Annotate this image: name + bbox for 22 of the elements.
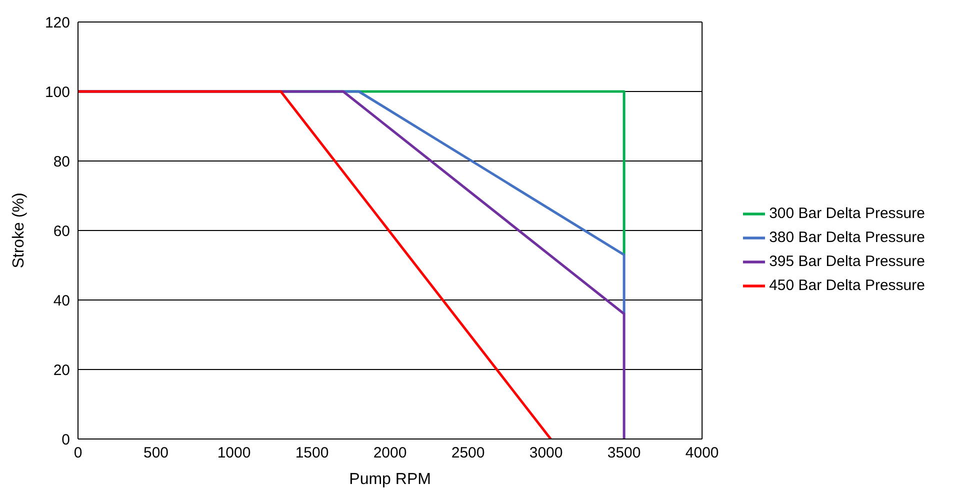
legend-label: 395 Bar Delta Pressure — [769, 252, 925, 270]
x-tick-label: 4000 — [685, 444, 719, 462]
y-tick-label: 120 — [44, 14, 70, 32]
y-axis-title: Stroke (%) — [10, 192, 28, 268]
y-tick-label: 100 — [44, 84, 70, 101]
x-tick-label: 1500 — [295, 444, 329, 462]
y-tick-label: 0 — [62, 431, 70, 448]
x-tick-label: 2000 — [373, 444, 407, 462]
x-tick-label: 500 — [143, 444, 169, 462]
x-tick-label: 0 — [74, 444, 82, 462]
x-tick-label: 2500 — [451, 444, 485, 462]
y-tick-label: 80 — [53, 153, 70, 170]
x-axis-title: Pump RPM — [349, 471, 431, 488]
y-tick-label: 20 — [53, 362, 70, 379]
legend-label: 450 Bar Delta Pressure — [769, 276, 925, 294]
x-tick-label: 1000 — [217, 444, 251, 462]
y-tick-label: 40 — [53, 292, 70, 310]
x-tick-label: 3000 — [529, 444, 563, 462]
y-tick-label: 60 — [53, 222, 70, 240]
legend-label: 300 Bar Delta Pressure — [769, 204, 925, 222]
x-tick-label: 3500 — [607, 444, 641, 462]
legend-label: 380 Bar Delta Pressure — [769, 228, 925, 246]
